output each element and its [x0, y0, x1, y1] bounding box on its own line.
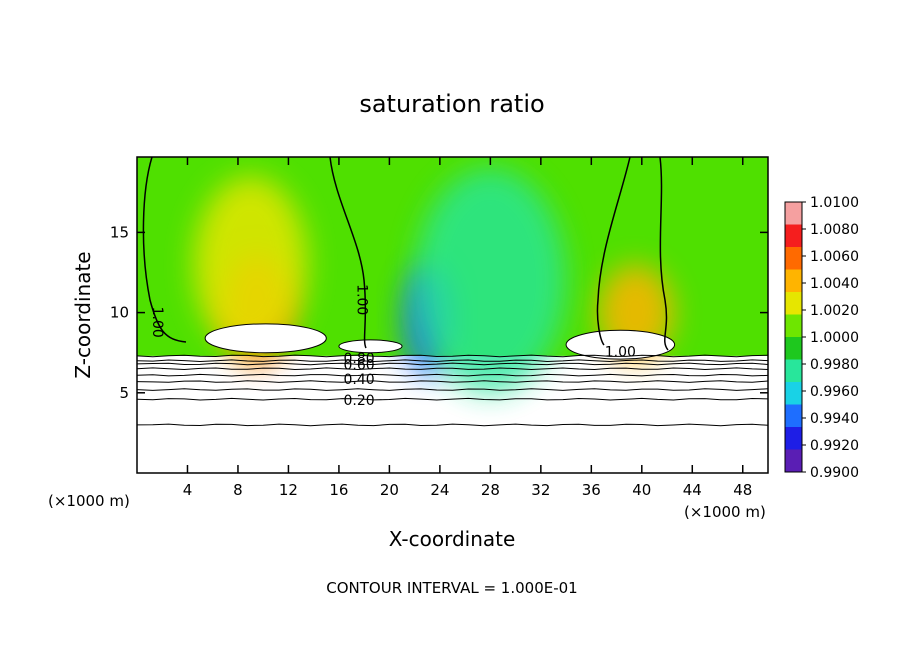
- x-tick-label-4: 4: [183, 481, 193, 499]
- cloud-free-patches: [204, 323, 676, 360]
- colorbar: 1.0100 1.0080 1.0060 1.0040 1.0020 1.0000 0.99…: [784, 195, 859, 481]
- x-tick-label-8: 8: [233, 481, 243, 499]
- colorbar-swatch-10: [785, 427, 802, 450]
- contour-labels: 1.00 1.00 1.00 0.800.600.40 0.20: [149, 284, 636, 409]
- x-tick-label-12: 12: [279, 481, 298, 499]
- x-tick-label-44: 44: [683, 481, 702, 499]
- colorbar-label-7: 0.9960: [810, 384, 859, 400]
- cloud-free-patch-2: [338, 339, 403, 354]
- contour-line-1-00-3: [659, 157, 669, 351]
- colorbar-label-2: 1.0060: [810, 249, 859, 265]
- colorbar-label-0: 1.0100: [810, 195, 859, 211]
- cool-anomaly-1: [414, 168, 567, 393]
- y-axis-ticks: 5 10 15: [110, 223, 768, 402]
- x-unit-left: (×1000 m): [48, 492, 130, 510]
- contour-line-0.5: [137, 373, 768, 377]
- x-tick-label-24: 24: [430, 481, 449, 499]
- contour-label-6: 0.20: [344, 393, 375, 409]
- x-tick-label-16: 16: [329, 481, 348, 499]
- contour-label-0: 1.00: [354, 284, 370, 315]
- colorbar-label-1: 1.0080: [810, 222, 859, 238]
- contour-label-1: 1.00: [149, 307, 165, 338]
- x-tick-label-48: 48: [733, 481, 752, 499]
- colorbar-label-3: 1.0040: [810, 276, 859, 292]
- contour-label-2: 1.00: [605, 345, 636, 361]
- contour-line-0.2: [137, 397, 768, 401]
- colorbar-label-4: 1.0020: [810, 303, 859, 319]
- colorbar-swatch-9: [785, 404, 802, 428]
- colorbar-swatch-4: [785, 292, 802, 315]
- contour-line-0.7: [137, 362, 768, 366]
- contour-line-0.6: [137, 367, 768, 371]
- x-tick-label-20: 20: [380, 481, 399, 499]
- x-tick-label-28: 28: [481, 481, 500, 499]
- contour-label-5: 0.40: [344, 372, 375, 388]
- contour-line-0.8: [137, 359, 768, 363]
- anomaly-layer: [193, 168, 674, 393]
- contour-line-0.9: [137, 354, 768, 358]
- colorbar-swatch-8: [785, 382, 802, 405]
- plot-area: 1.00 1.00 1.00 0.800.600.40 0.20: [137, 157, 768, 473]
- warm-anomaly-1: [193, 176, 308, 353]
- y-tick-label-15: 15: [110, 223, 129, 241]
- colorbar-swatch-7: [785, 359, 802, 383]
- colorbar-label-5: 1.0000: [810, 330, 859, 346]
- contour-line-0.3: [137, 388, 768, 391]
- x-axis-label: X-coordinate: [389, 527, 516, 551]
- contour-label-4: 0.60: [344, 358, 375, 374]
- x-tick-label-36: 36: [582, 481, 601, 499]
- colorbar-label-10: 0.9900: [810, 465, 859, 481]
- contour-line-0.4: [137, 380, 768, 383]
- contour-lines: [137, 157, 768, 427]
- cloud-free-patch-1: [565, 329, 676, 360]
- colorbar-label-8: 0.9940: [810, 411, 859, 427]
- x-axis-ticks: 4 8 12 16 20 24 28 32 36 40 44 48: [183, 157, 752, 499]
- contour-interval-note: CONTOUR INTERVAL = 1.000E-01: [326, 579, 577, 597]
- colorbar-swatch-5: [785, 314, 802, 338]
- colorbar-label-6: 0.9980: [810, 357, 859, 373]
- y-tick-label-10: 10: [110, 304, 129, 322]
- colorbar-swatch-1: [785, 224, 802, 248]
- x-unit-right: (×1000 m): [684, 503, 766, 521]
- colorbar-swatch-0: [785, 202, 802, 225]
- colorbar-label-9: 0.9920: [810, 438, 859, 454]
- contour-line-1-00-2: [596, 157, 631, 346]
- contour-line-1-00-0: [142, 157, 187, 343]
- colorbar-swatch-2: [785, 247, 802, 270]
- plot-frame: [136, 156, 769, 474]
- colorbar-swatch-11: [785, 449, 802, 473]
- y-tick-label-5: 5: [119, 384, 129, 402]
- colorbar-swatch-6: [785, 337, 802, 360]
- contour-line-0.1: [137, 423, 768, 427]
- y-axis-label: Z-coordinate: [71, 251, 95, 378]
- cloud-free-patch-0: [204, 323, 327, 354]
- contour-line-1-00-1: [329, 157, 367, 349]
- x-tick-label-40: 40: [632, 481, 651, 499]
- contour-label-3: 0.80: [344, 351, 375, 367]
- chart-title: saturation ratio: [359, 90, 544, 118]
- x-tick-label-32: 32: [531, 481, 550, 499]
- colorbar-swatch-3: [785, 269, 802, 293]
